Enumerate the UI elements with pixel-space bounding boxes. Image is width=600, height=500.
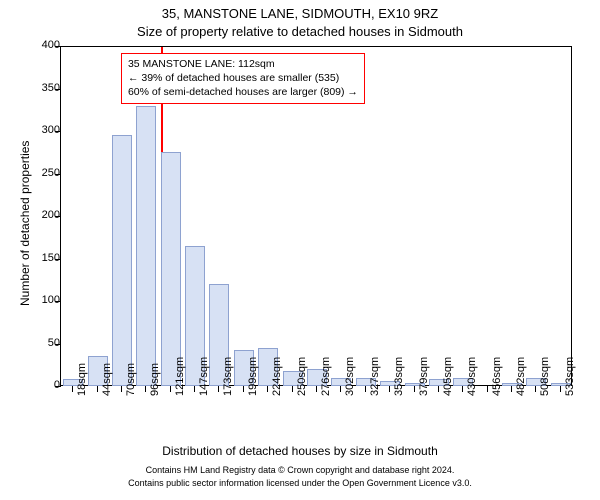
x-tick-mark [535,386,536,392]
annotation-line1: 35 MANSTONE LANE: 112sqm [128,57,358,71]
footnote: Contains HM Land Registry data © Crown c… [0,464,600,489]
plot-area: 35 MANSTONE LANE: 112sqm ← 39% of detach… [60,46,572,386]
y-tick-label: 200 [30,209,60,221]
x-ticks: 18sqm44sqm70sqm96sqm121sqm147sqm173sqm19… [60,386,572,446]
y-tick-mark [55,174,61,175]
x-tick-label: 199sqm [247,357,259,396]
chart-root: 35, MANSTONE LANE, SIDMOUTH, EX10 9RZ Si… [0,0,600,500]
x-tick-mark [243,386,244,392]
y-tick-mark [55,216,61,217]
x-tick-label: 482sqm [515,357,527,396]
x-tick-mark [438,386,439,392]
x-tick-label: 44sqm [101,363,113,396]
y-tick-mark [55,344,61,345]
x-tick-mark [267,386,268,392]
x-tick-label: 70sqm [125,363,137,396]
y-tick-label: 300 [30,124,60,136]
x-tick-mark [316,386,317,392]
y-tick-label: 150 [30,252,60,264]
page-title: 35, MANSTONE LANE, SIDMOUTH, EX10 9RZ [0,6,600,21]
y-tick-label: 350 [30,82,60,94]
x-tick-label: 276sqm [320,357,332,396]
bar [112,135,132,386]
bar [136,106,156,387]
x-tick-label: 508sqm [539,357,551,396]
annotation-line2: ← 39% of detached houses are smaller (53… [128,71,358,85]
footnote-line1: Contains HM Land Registry data © Crown c… [0,464,600,477]
x-tick-label: 18sqm [76,363,88,396]
footnote-line2: Contains public sector information licen… [0,477,600,490]
y-axis-label: Number of detached properties [18,141,32,306]
x-tick-label: 405sqm [442,357,454,396]
y-tick-label: 100 [30,294,60,306]
y-tick-label: 0 [30,379,60,391]
x-tick-mark [218,386,219,392]
x-tick-mark [145,386,146,392]
y-tick-label: 250 [30,167,60,179]
x-tick-label: 533sqm [564,357,576,396]
x-tick-mark [170,386,171,392]
x-tick-mark [292,386,293,392]
x-tick-label: 302sqm [344,357,356,396]
x-tick-label: 327sqm [369,357,381,396]
y-tick-mark [55,259,61,260]
y-tick-label: 400 [30,39,60,51]
annotation-box: 35 MANSTONE LANE: 112sqm ← 39% of detach… [121,53,365,104]
x-tick-mark [511,386,512,392]
y-tick-mark [55,301,61,302]
page-subtitle: Size of property relative to detached ho… [0,24,600,39]
x-tick-label: 121sqm [174,357,186,396]
y-tick-mark [55,131,61,132]
x-tick-mark [97,386,98,392]
x-tick-label: 96sqm [149,363,161,396]
x-tick-mark [72,386,73,392]
x-tick-label: 430sqm [466,357,478,396]
y-tick-mark [55,46,61,47]
x-tick-mark [340,386,341,392]
x-tick-mark [365,386,366,392]
x-axis-label: Distribution of detached houses by size … [0,444,600,458]
x-tick-label: 456sqm [491,357,503,396]
y-tick-mark [55,89,61,90]
y-tick-label: 50 [30,337,60,349]
x-tick-mark [414,386,415,392]
x-tick-mark [487,386,488,392]
bar [161,152,181,386]
x-tick-label: 250sqm [296,357,308,396]
x-tick-mark [121,386,122,392]
x-tick-label: 147sqm [198,357,210,396]
x-tick-label: 173sqm [222,357,234,396]
x-tick-mark [462,386,463,392]
annotation-line3: 60% of semi-detached houses are larger (… [128,85,358,99]
x-tick-mark [560,386,561,392]
x-tick-mark [389,386,390,392]
x-tick-label: 224sqm [271,357,283,396]
x-tick-label: 379sqm [418,357,430,396]
x-tick-mark [194,386,195,392]
x-tick-label: 353sqm [393,357,405,396]
